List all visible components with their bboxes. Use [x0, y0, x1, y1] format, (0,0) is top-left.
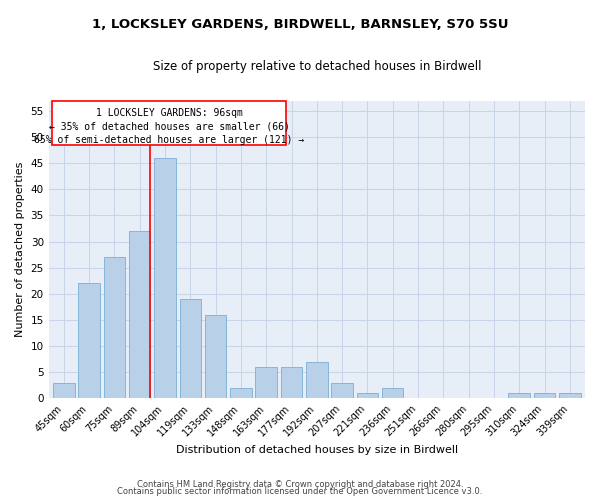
Bar — [306, 362, 328, 399]
Text: 1, LOCKSLEY GARDENS, BIRDWELL, BARNSLEY, S70 5SU: 1, LOCKSLEY GARDENS, BIRDWELL, BARNSLEY,… — [92, 18, 508, 30]
Bar — [205, 314, 226, 398]
Bar — [104, 258, 125, 398]
Bar — [356, 393, 378, 398]
FancyBboxPatch shape — [52, 100, 286, 145]
Bar — [179, 299, 201, 398]
Bar — [382, 388, 403, 398]
Bar — [79, 284, 100, 399]
Text: 65% of semi-detached houses are larger (121) →: 65% of semi-detached houses are larger (… — [34, 134, 305, 144]
Text: Contains public sector information licensed under the Open Government Licence v3: Contains public sector information licen… — [118, 487, 482, 496]
Bar — [331, 382, 353, 398]
Bar — [129, 231, 151, 398]
Bar — [256, 367, 277, 398]
Bar — [154, 158, 176, 398]
Text: ← 35% of detached houses are smaller (66): ← 35% of detached houses are smaller (66… — [49, 122, 290, 132]
Text: 1 LOCKSLEY GARDENS: 96sqm: 1 LOCKSLEY GARDENS: 96sqm — [96, 108, 243, 118]
Y-axis label: Number of detached properties: Number of detached properties — [15, 162, 25, 337]
Bar — [230, 388, 251, 398]
Bar — [281, 367, 302, 398]
Bar — [53, 382, 74, 398]
Text: Contains HM Land Registry data © Crown copyright and database right 2024.: Contains HM Land Registry data © Crown c… — [137, 480, 463, 489]
Bar — [534, 393, 555, 398]
X-axis label: Distribution of detached houses by size in Birdwell: Distribution of detached houses by size … — [176, 445, 458, 455]
Bar — [559, 393, 581, 398]
Bar — [508, 393, 530, 398]
Title: Size of property relative to detached houses in Birdwell: Size of property relative to detached ho… — [152, 60, 481, 73]
